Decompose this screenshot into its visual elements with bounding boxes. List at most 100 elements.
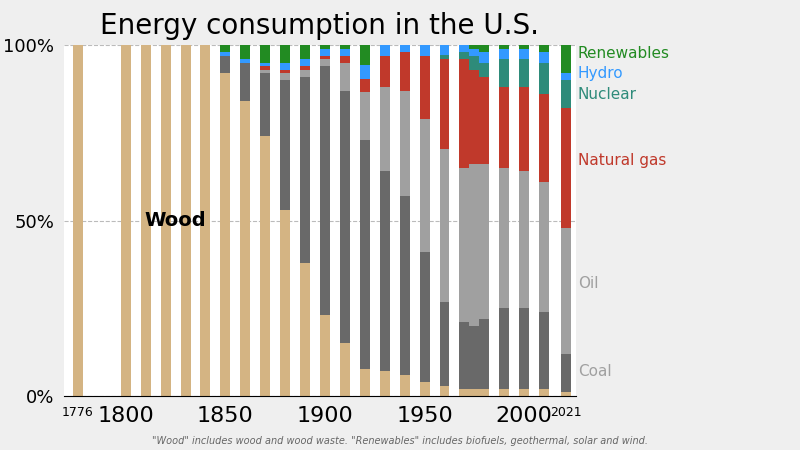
Bar	[499, 168, 510, 308]
Bar	[439, 149, 450, 302]
Bar	[561, 392, 571, 396]
Bar	[320, 45, 330, 49]
Bar	[280, 73, 290, 80]
Bar	[260, 66, 270, 70]
Bar	[470, 70, 479, 164]
Bar	[539, 312, 549, 389]
Bar	[400, 196, 410, 375]
Bar	[470, 389, 479, 396]
Bar	[519, 308, 529, 389]
Bar	[280, 70, 290, 73]
Bar	[420, 119, 430, 252]
Bar	[320, 49, 330, 55]
Bar	[539, 182, 549, 312]
Bar	[260, 45, 270, 63]
Bar	[459, 45, 470, 52]
Bar	[380, 371, 390, 396]
Bar	[280, 63, 290, 70]
Bar	[561, 354, 571, 392]
Bar	[561, 45, 571, 73]
Bar	[479, 319, 490, 389]
Bar	[519, 389, 529, 396]
Bar	[539, 63, 549, 94]
Bar	[519, 49, 529, 59]
Bar	[420, 382, 430, 396]
Bar	[561, 108, 571, 228]
Bar	[360, 92, 370, 140]
Bar	[161, 45, 170, 396]
Bar	[380, 55, 390, 87]
Bar	[479, 52, 490, 63]
Bar	[260, 73, 270, 136]
Bar	[300, 76, 310, 263]
Bar	[240, 59, 250, 63]
Bar	[539, 52, 549, 63]
Bar	[300, 66, 310, 70]
Bar	[439, 386, 450, 396]
Bar	[340, 45, 350, 49]
Bar	[519, 59, 529, 87]
Bar	[360, 140, 370, 369]
Bar	[121, 45, 130, 396]
Bar	[420, 45, 430, 55]
Bar	[260, 63, 270, 66]
Bar	[470, 326, 479, 389]
Bar	[519, 45, 529, 49]
Bar	[561, 80, 571, 108]
Bar	[400, 90, 410, 196]
Text: Nuclear: Nuclear	[578, 87, 637, 102]
Bar	[340, 90, 350, 343]
Bar	[499, 87, 510, 168]
Bar	[479, 164, 490, 319]
Bar	[220, 55, 230, 73]
Bar	[300, 59, 310, 66]
Text: "Wood" includes wood and wood waste. "Renewables" includes biofuels, geothermal,: "Wood" includes wood and wood waste. "Re…	[152, 436, 648, 446]
Bar	[340, 49, 350, 55]
Bar	[141, 45, 150, 396]
Bar	[539, 94, 549, 182]
Bar	[340, 55, 350, 63]
Bar	[499, 59, 510, 87]
Bar	[561, 73, 571, 80]
Bar	[280, 210, 290, 396]
Bar	[470, 45, 479, 49]
Bar	[73, 45, 83, 396]
Bar	[220, 73, 230, 396]
Bar	[240, 45, 250, 59]
Bar	[400, 45, 410, 52]
Text: Renewables: Renewables	[578, 46, 670, 61]
Text: Oil: Oil	[578, 276, 598, 291]
Bar	[240, 101, 250, 396]
Bar	[470, 55, 479, 70]
Text: Coal: Coal	[578, 364, 612, 379]
Bar	[459, 52, 470, 59]
Bar	[479, 76, 490, 164]
Bar	[499, 45, 510, 49]
Bar	[260, 136, 270, 396]
Bar	[539, 45, 549, 52]
Bar	[459, 389, 470, 396]
Bar	[479, 63, 490, 76]
Bar	[300, 70, 310, 76]
Bar	[519, 87, 529, 171]
Title: Energy consumption in the U.S.: Energy consumption in the U.S.	[101, 12, 539, 40]
Bar	[320, 55, 330, 59]
Bar	[519, 171, 529, 308]
Bar	[240, 63, 250, 101]
Text: Wood: Wood	[145, 211, 206, 230]
Text: Natural gas: Natural gas	[578, 153, 666, 168]
Bar	[220, 45, 230, 52]
Bar	[459, 168, 470, 322]
Bar	[439, 55, 450, 59]
Bar	[280, 45, 290, 63]
Bar	[360, 65, 370, 79]
Bar	[459, 59, 470, 168]
Bar	[320, 315, 330, 396]
Bar	[300, 263, 310, 396]
Bar	[320, 59, 330, 66]
Bar	[320, 66, 330, 315]
Bar	[380, 87, 390, 171]
Bar	[420, 252, 430, 382]
Bar	[340, 343, 350, 396]
Bar	[470, 164, 479, 326]
